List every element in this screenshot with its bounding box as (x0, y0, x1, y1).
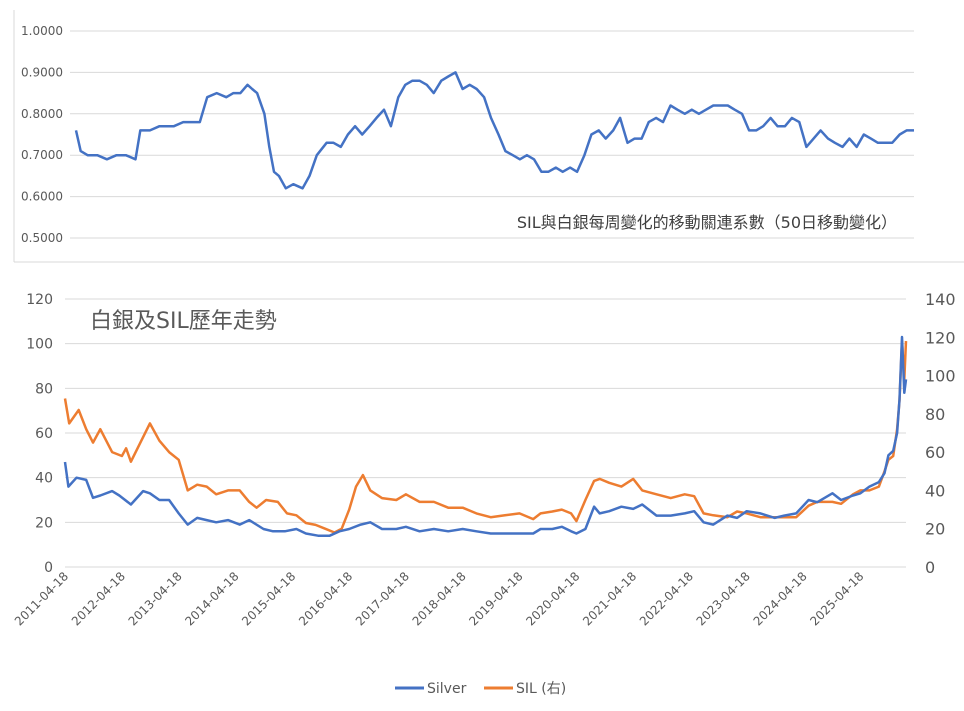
bottom-x-tick-label: 2013-04-18 (126, 569, 185, 628)
price-trend-chart: 120 100 80 60 40 20 0 140 120 100 80 60 40 20 0 2011-… (12, 290, 956, 697)
top-y-tick-label: 0.8000 (21, 107, 63, 121)
top-series-lines (74, 71, 914, 190)
legend-label-sil: SIL (右) (516, 681, 566, 697)
top-chart-title: SIL與白銀每周變化的移動關連系數（50日移動變化） (517, 213, 897, 232)
bottom-x-tick-label: 2020-04-18 (523, 569, 582, 628)
top-y-tick-label: 0.7000 (21, 148, 63, 162)
bottom-right-y-tick-label: 0 (925, 558, 935, 577)
bottom-x-axis-ticks: 2011-04-182012-04-182013-04-182014-04-18… (12, 569, 867, 628)
bottom-left-y-tick-label: 40 (35, 471, 53, 487)
correlation-line (74, 71, 914, 190)
bottom-x-tick-label: 2019-04-18 (466, 569, 525, 628)
bottom-right-y-axis-ticks: 140 120 100 80 60 40 20 0 (925, 290, 956, 577)
legend: Silver SIL (右) (395, 681, 566, 697)
bottom-right-y-tick-label: 80 (925, 405, 945, 424)
bottom-left-y-tick-label: 20 (35, 515, 53, 531)
bottom-x-tick-label: 2011-04-18 (12, 569, 71, 628)
legend-label-silver: Silver (427, 681, 467, 697)
sil-line (63, 339, 908, 534)
silver-line (63, 335, 908, 537)
top-gridlines (70, 30, 914, 239)
bottom-left-y-tick-label: 60 (35, 426, 53, 442)
bottom-x-tick-label: 2015-04-18 (239, 569, 298, 628)
bottom-x-tick-label: 2023-04-18 (694, 569, 753, 628)
bottom-right-y-tick-label: 100 (925, 367, 956, 386)
bottom-series-lines (63, 335, 908, 537)
bottom-x-tick-label: 2025-04-18 (807, 569, 866, 628)
top-y-tick-label: 0.9000 (21, 65, 63, 79)
top-y-tick-label: 0.6000 (21, 190, 63, 204)
bottom-right-y-tick-label: 40 (925, 481, 945, 500)
bottom-left-y-tick-label: 100 (26, 337, 53, 353)
bottom-left-y-tick-label: 80 (35, 381, 53, 397)
bottom-x-tick-label: 2017-04-18 (353, 569, 412, 628)
bottom-x-tick-label: 2022-04-18 (637, 569, 696, 628)
bottom-left-y-tick-label: 120 (26, 292, 53, 308)
bottom-x-tick-label: 2012-04-18 (69, 569, 128, 628)
bottom-right-y-tick-label: 60 (925, 443, 945, 462)
bottom-right-y-tick-label: 120 (925, 328, 956, 347)
top-y-tick-label: 0.5000 (21, 231, 63, 245)
correlation-chart: 1.0000 0.9000 0.8000 0.7000 0.6000 0.5000 SIL… (13, 10, 964, 263)
bottom-x-tick-label: 2024-04-18 (751, 569, 810, 628)
bottom-x-tick-label: 2016-04-18 (296, 569, 355, 628)
bottom-x-tick-label: 2018-04-18 (410, 569, 469, 628)
top-y-axis-ticks: 1.0000 0.9000 0.8000 0.7000 0.6000 0.5000 (21, 24, 63, 245)
bottom-gridlines (65, 298, 906, 568)
bottom-right-y-tick-label: 20 (925, 520, 945, 539)
bottom-chart-title: 白銀及SIL歷年走勢 (90, 309, 277, 334)
top-y-tick-label: 1.0000 (21, 24, 63, 38)
bottom-right-y-tick-label: 140 (925, 290, 956, 309)
bottom-x-tick-label: 2021-04-18 (580, 569, 639, 628)
bottom-x-tick-label: 2014-04-18 (182, 569, 241, 628)
bottom-left-y-axis-ticks: 120 100 80 60 40 20 0 (26, 292, 53, 576)
bottom-left-y-tick-label: 0 (44, 560, 53, 576)
